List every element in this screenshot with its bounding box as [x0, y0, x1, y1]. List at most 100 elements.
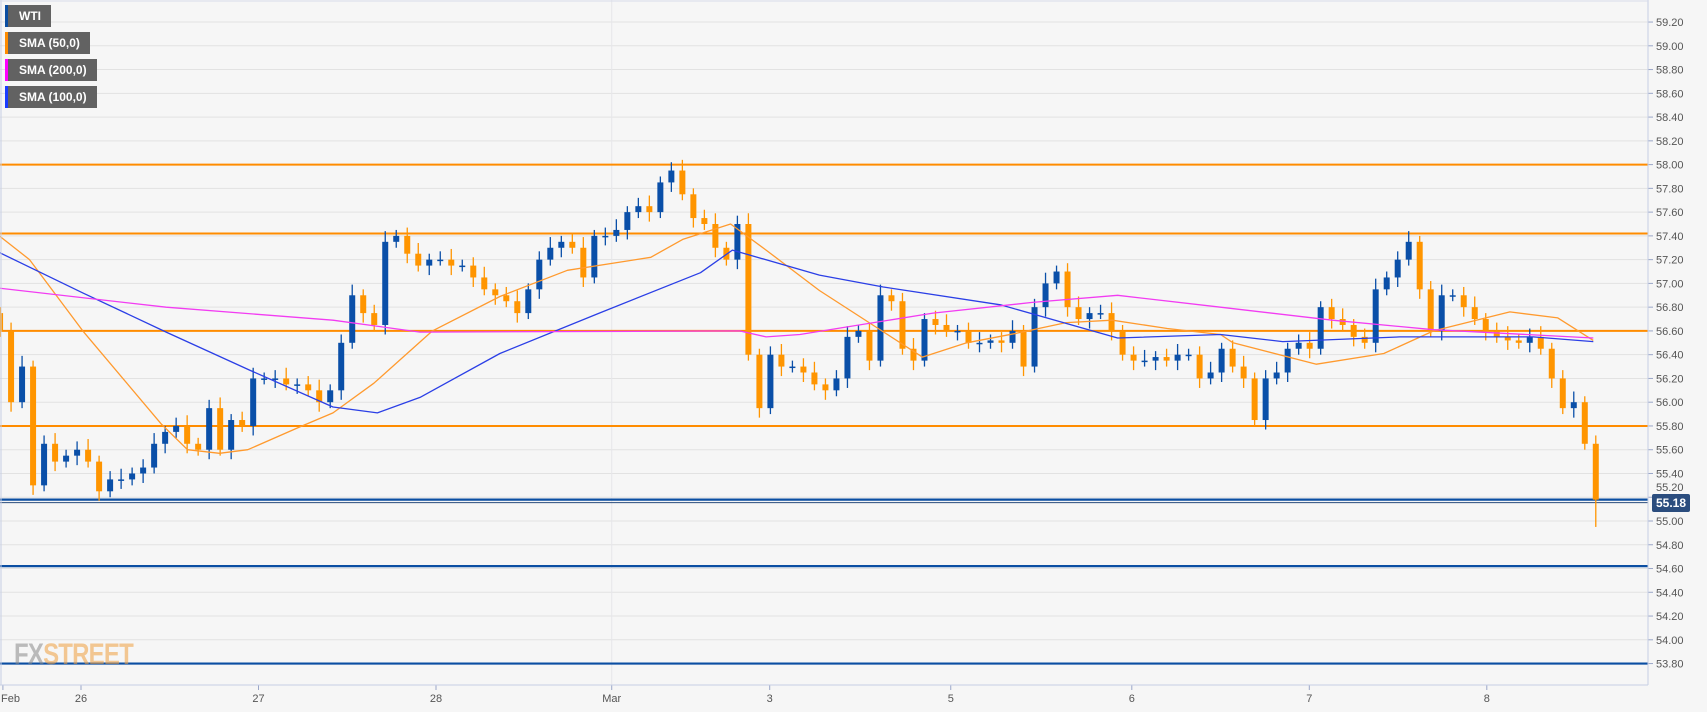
candle: [1053, 265, 1060, 290]
candle-body: [426, 259, 433, 266]
y-tick-label: 55.20: [1656, 482, 1684, 494]
candle: [1152, 351, 1159, 371]
y-tick-label: 54.20: [1656, 611, 1684, 623]
candle-body: [162, 431, 169, 444]
candle-body: [74, 449, 81, 456]
legend-color-swatch: [5, 86, 8, 108]
legend-label: WTI: [19, 9, 41, 23]
candle-body: [1163, 357, 1170, 361]
y-tick-label: 55.80: [1656, 421, 1684, 433]
x-tick-label: 5: [948, 693, 954, 705]
candle: [1339, 308, 1346, 331]
candle-body: [1174, 354, 1181, 361]
candle: [811, 361, 818, 391]
candle: [1218, 342, 1225, 383]
candle: [1570, 391, 1577, 418]
candle: [327, 384, 334, 409]
candle: [734, 215, 741, 270]
candle-body: [228, 420, 235, 450]
candle: [514, 290, 521, 323]
y-tick-label: 54.00: [1656, 635, 1684, 647]
x-tick-label: 7: [1306, 693, 1312, 705]
candle: [382, 231, 389, 335]
candle-body: [888, 295, 895, 302]
candle: [1020, 324, 1027, 377]
candle: [778, 343, 785, 377]
candle-body: [998, 340, 1005, 343]
candle-body: [1339, 319, 1346, 325]
candle: [1427, 281, 1434, 337]
candle-body: [547, 247, 554, 260]
candle-body: [1537, 336, 1544, 349]
candle: [1075, 296, 1082, 325]
candle-body: [591, 235, 598, 278]
legend-color-swatch: [5, 5, 8, 27]
candle: [338, 334, 345, 400]
candle: [1383, 271, 1390, 296]
candle-body: [1405, 241, 1412, 260]
candle: [52, 433, 59, 472]
x-tick-label: 28: [430, 693, 442, 705]
candle-body: [52, 443, 59, 462]
y-tick-label: 55.60: [1656, 445, 1684, 457]
candle-body: [624, 212, 631, 230]
current-price-label: 55.18: [1652, 494, 1691, 512]
y-tick-label: 54.40: [1656, 587, 1684, 599]
candle: [129, 467, 136, 486]
candle-body: [866, 330, 873, 361]
candle-body: [503, 295, 510, 302]
fxstreet-watermark: FXSTREET: [14, 638, 134, 672]
candle: [1394, 251, 1401, 287]
candle: [1548, 342, 1555, 388]
candle: [492, 283, 499, 305]
candle: [1537, 326, 1544, 355]
legend-wti[interactable]: WTI: [5, 5, 51, 27]
candle: [1119, 324, 1126, 361]
candle: [877, 284, 884, 367]
candle: [8, 322, 15, 412]
candle-body: [1306, 342, 1313, 349]
candle: [756, 348, 763, 418]
y-tick-label: 59.20: [1656, 17, 1684, 29]
candle: [415, 243, 422, 272]
candle-body: [525, 289, 532, 314]
y-tick-label: 58.80: [1656, 65, 1684, 77]
candle-body: [184, 425, 191, 444]
candle: [459, 259, 466, 272]
candle-body: [668, 170, 675, 183]
legend-sma-50[interactable]: SMA (50,0): [5, 32, 90, 54]
legend-sma-100[interactable]: SMA (100,0): [5, 86, 97, 108]
candle: [910, 338, 917, 371]
candle: [272, 370, 279, 388]
candle-body: [558, 241, 565, 248]
candle: [63, 449, 70, 468]
candle: [602, 227, 609, 246]
candle-body: [19, 366, 26, 403]
candle-body: [844, 336, 851, 379]
candle: [1108, 302, 1115, 341]
candle: [96, 455, 103, 501]
candle-body: [415, 253, 422, 266]
candle-body: [1152, 357, 1159, 361]
candle: [448, 248, 455, 276]
candle-body: [921, 319, 928, 361]
legend-sma-200[interactable]: SMA (200,0): [5, 59, 97, 81]
legend-color-swatch: [5, 32, 8, 54]
candle-body: [294, 384, 301, 386]
candle: [239, 411, 246, 432]
candle-body: [63, 455, 70, 462]
candle: [1207, 361, 1214, 385]
candle-body: [1361, 336, 1368, 343]
candle: [1460, 286, 1467, 317]
candle-body: [96, 461, 103, 492]
candle-body: [1053, 271, 1060, 284]
x-tick-label: 8: [1484, 693, 1490, 705]
candle-body: [1570, 402, 1577, 409]
candle-body: [261, 378, 268, 380]
candle-body: [239, 420, 246, 426]
candle: [437, 251, 444, 266]
candle-body: [1383, 277, 1390, 290]
candle: [173, 417, 180, 438]
candle-body: [107, 479, 114, 492]
